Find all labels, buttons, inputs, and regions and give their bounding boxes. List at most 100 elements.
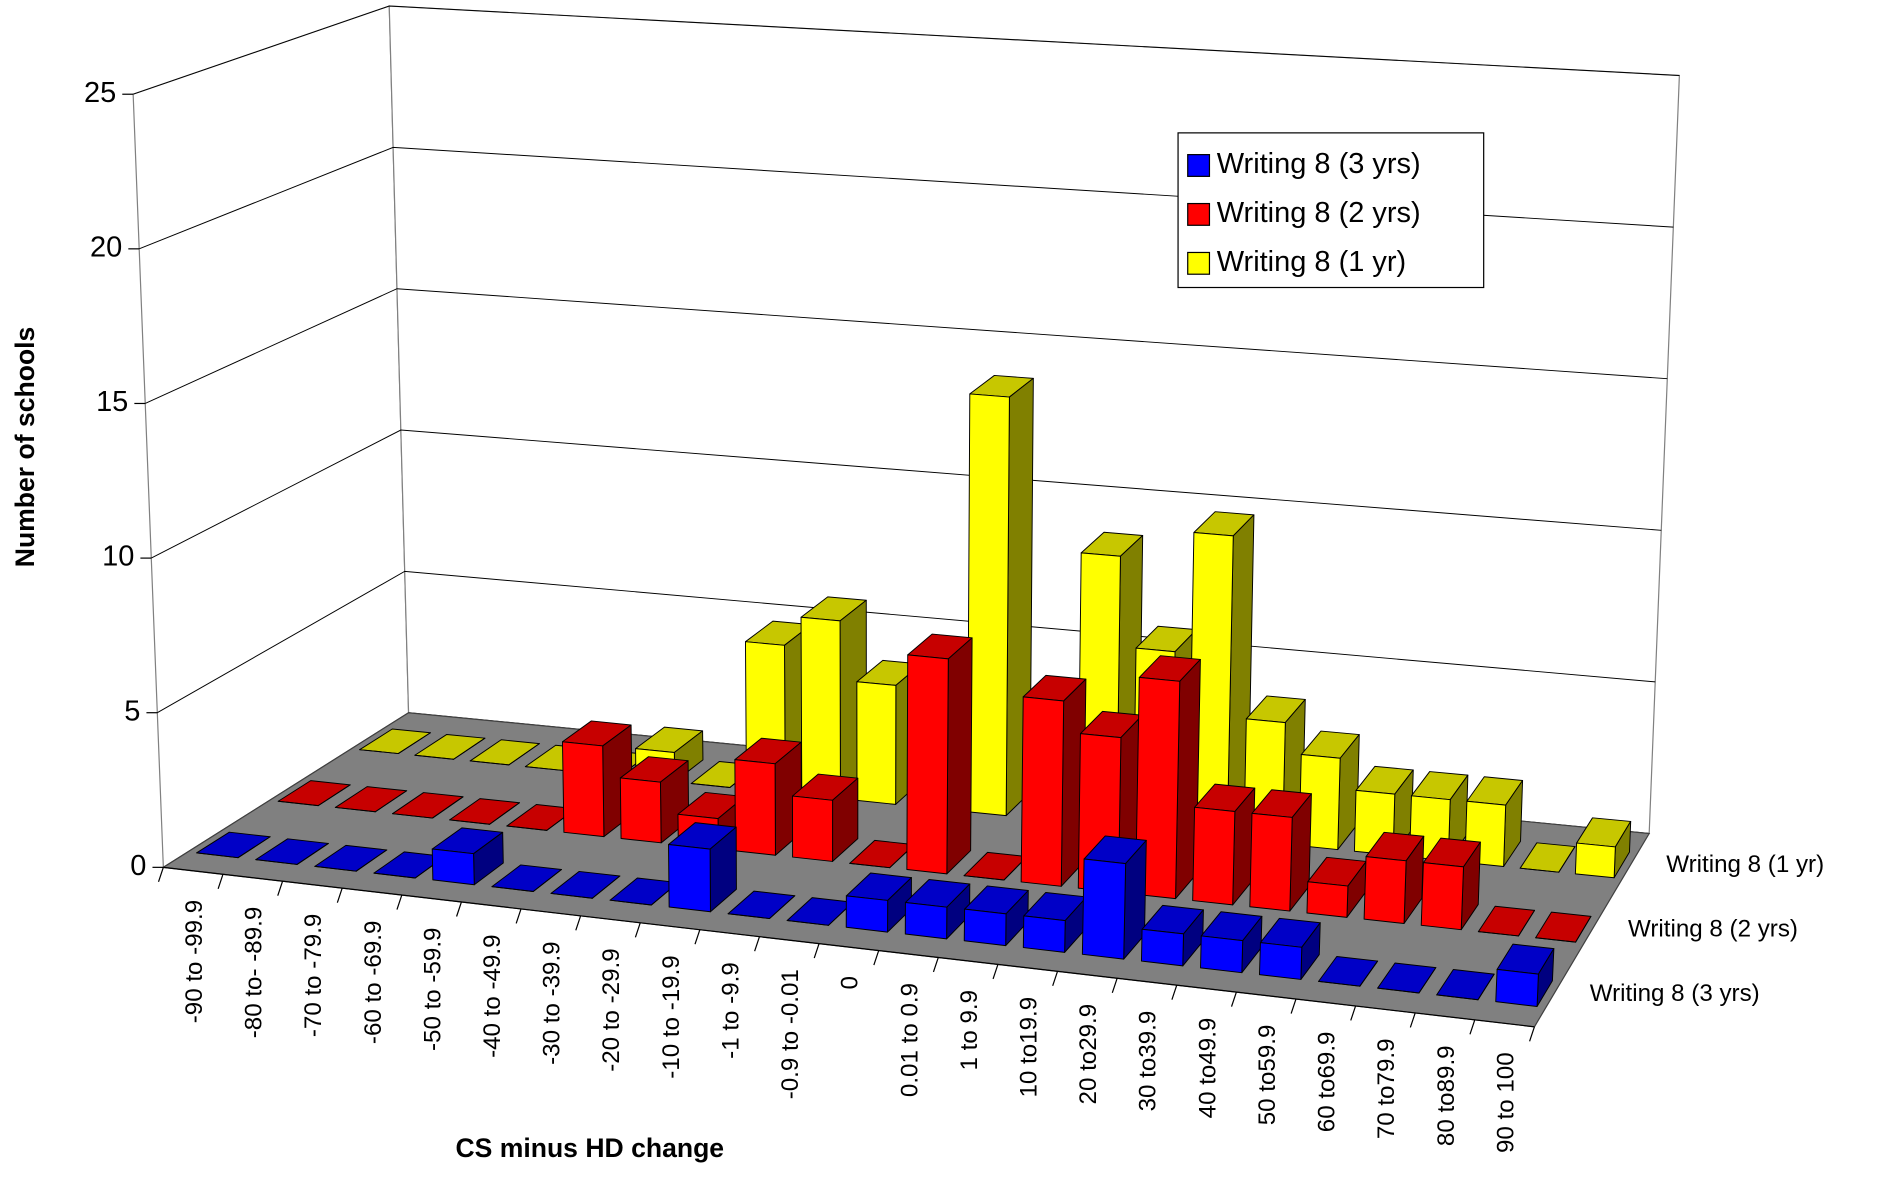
- bar-front: [431, 848, 475, 886]
- x-tick-label: -30 to -39.9: [539, 941, 566, 1064]
- bar-front: [800, 616, 841, 800]
- bar: [277, 780, 351, 807]
- bar: [904, 879, 971, 940]
- bar: [1140, 904, 1204, 967]
- labels: 0 5 10 15 20 25 -90 to -99.9 -80 to- -89.9 -70 t…: [84, 77, 1824, 1153]
- grid-line: [151, 429, 1662, 559]
- legend-box: [1177, 132, 1485, 289]
- bar-front: [786, 920, 829, 926]
- bar-front: [906, 654, 949, 875]
- bar: [449, 798, 520, 825]
- legend-swatch: [1187, 154, 1211, 177]
- bar-front: [727, 913, 770, 920]
- bar-side: [296, 842, 329, 865]
- bar-front: [1200, 935, 1244, 974]
- x-tick-label: -80 to- -89.9: [241, 907, 268, 1039]
- bar: [1353, 765, 1414, 856]
- bar-side: [1359, 960, 1379, 987]
- x-tick: [217, 874, 224, 889]
- x-tick-label: -90 to -99.9: [181, 900, 208, 1023]
- bar-front: [334, 806, 376, 813]
- bar-front: [1535, 937, 1577, 943]
- bar-side: [591, 875, 621, 899]
- bar: [963, 885, 1029, 947]
- legend-label: Writing 8 (3 yrs): [1217, 148, 1421, 180]
- x-tick-label: 50 to59.9: [1254, 1025, 1281, 1126]
- bar-front: [1420, 862, 1464, 931]
- x-tick: [932, 957, 939, 973]
- bar-front: [392, 813, 433, 819]
- bar-front: [196, 852, 239, 859]
- bar: [845, 872, 912, 933]
- y-tick-label: 5: [124, 695, 140, 727]
- bar: [967, 374, 1034, 817]
- x-tick: [1409, 1012, 1416, 1028]
- bar: [906, 633, 973, 875]
- bar: [1249, 789, 1312, 912]
- bar: [314, 844, 388, 872]
- bar: [1574, 817, 1632, 879]
- x-tick-label: 90 to 100: [1492, 1052, 1519, 1153]
- x-tick: [873, 950, 880, 966]
- bar-front: [491, 886, 534, 892]
- bar-front: [1258, 942, 1303, 980]
- bar-front: [734, 759, 776, 856]
- x-tick-label: -10 to -19.9: [658, 955, 685, 1078]
- bar-front: [668, 844, 711, 913]
- y-tick-label: 20: [90, 232, 122, 264]
- x-tick-label: -20 to -29.9: [598, 948, 625, 1071]
- bar-front: [963, 875, 1005, 881]
- bar-front: [1436, 994, 1479, 1001]
- x-tick: [575, 915, 582, 931]
- x-tick: [396, 894, 403, 910]
- bar-front: [967, 393, 1010, 817]
- bar: [1477, 905, 1536, 937]
- x-tick-label: -60 to -69.9: [360, 921, 387, 1044]
- y-tick-label: 0: [130, 850, 146, 882]
- bar: [1081, 835, 1147, 960]
- bar-side: [1558, 846, 1576, 873]
- bar-front: [963, 908, 1007, 947]
- x-tick: [634, 922, 641, 938]
- legend-swatch: [1187, 202, 1211, 226]
- x-tick-label: 70 to79.9: [1373, 1038, 1400, 1139]
- bar: [1464, 776, 1524, 867]
- legend-swatch: [1187, 251, 1211, 275]
- x-tick: [754, 936, 761, 952]
- bar-front: [845, 895, 889, 933]
- bar-side: [237, 836, 271, 859]
- bar: [469, 739, 540, 766]
- bar-front: [1377, 987, 1420, 994]
- bar: [1535, 911, 1592, 943]
- bar-front: [277, 800, 319, 807]
- bar: [550, 870, 621, 899]
- x-tick-label: 1 to 9.9: [956, 990, 983, 1071]
- x-tick: [336, 887, 343, 903]
- x-tick-label: 30 to39.9: [1135, 1011, 1162, 1112]
- bar-side: [946, 637, 973, 875]
- bar-front: [856, 681, 897, 805]
- bar-front: [1574, 842, 1616, 879]
- bar: [1200, 911, 1263, 974]
- bar: [1020, 674, 1087, 887]
- bar-front: [1363, 856, 1407, 924]
- bar-side: [1575, 915, 1592, 943]
- bar-side: [1517, 909, 1536, 937]
- bar-front: [849, 862, 891, 869]
- bar: [1377, 962, 1437, 994]
- y-tick-label: 25: [84, 77, 116, 109]
- bar: [414, 733, 486, 760]
- bar-front: [449, 819, 491, 825]
- bar-side: [355, 849, 388, 872]
- bar-front: [1192, 806, 1236, 906]
- y-axis-title: Number of schools: [10, 327, 40, 568]
- y-tick-label: 10: [102, 541, 134, 573]
- bar-front: [1318, 980, 1361, 987]
- depth-label: Writing 8 (3 yrs): [1590, 980, 1760, 1007]
- bar-front: [1519, 867, 1560, 873]
- bar: [1420, 837, 1481, 931]
- bar-front: [561, 741, 605, 838]
- bar-front: [506, 825, 548, 831]
- bar: [1495, 943, 1555, 1007]
- bar: [255, 838, 329, 865]
